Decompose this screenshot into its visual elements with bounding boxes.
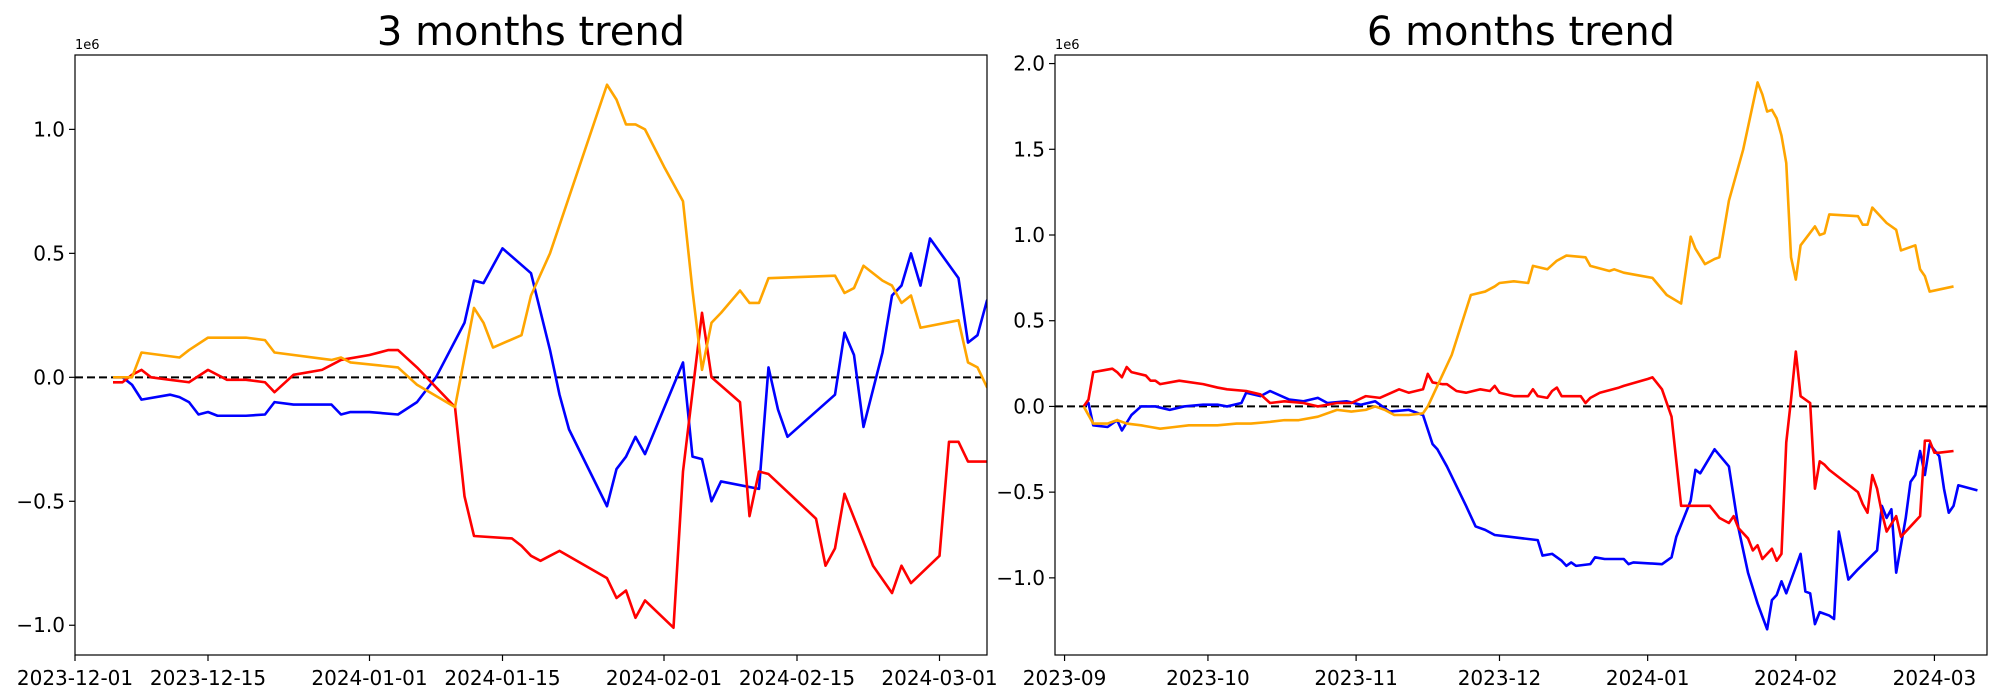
y-tick-label: −1.0 — [996, 566, 1045, 590]
x-tick-label: 2024-01-15 — [444, 666, 560, 690]
chart-title: 6 months trend — [1367, 9, 1675, 55]
y-tick-label: 0.5 — [33, 241, 65, 265]
y-axis-offset-label: 1e6 — [1055, 38, 1080, 53]
y-tick-label: 0.0 — [1013, 394, 1045, 418]
x-tick-label: 2024-01 — [1606, 666, 1690, 690]
y-tick-label: −0.5 — [16, 489, 65, 513]
y-tick-label: −1.0 — [16, 613, 65, 637]
x-tick-label: 2023-12-15 — [150, 666, 266, 690]
x-tick-label: 2024-01-01 — [311, 666, 427, 690]
chart-3-months-trend: 3 months trend 1e6 −1.0 −0.5 0.0 0.5 1.0 2023-1… — [16, 9, 997, 690]
x-tick-label: 2024-02-15 — [739, 666, 855, 690]
x-tick-label: 2024-03-01 — [881, 666, 997, 690]
x-tick-label: 2023-12-01 — [17, 666, 133, 690]
plot-frame — [74, 54, 988, 656]
chart-6-months-trend: 6 months trend 1e6 −1.0 −0.5 0.0 0.5 1.0 1.5 2.0… — [996, 9, 1988, 690]
x-tick-label: 2024-02-01 — [606, 666, 722, 690]
x-tick-label: 2023-10 — [1166, 666, 1250, 690]
x-tick-label: 2023-11 — [1314, 666, 1398, 690]
series-line-1 — [113, 311, 987, 630]
x-tick-label: 2024-02 — [1754, 666, 1838, 690]
plot-frame — [1054, 54, 1988, 656]
y-tick-label: 2.0 — [1013, 52, 1045, 76]
y-tick-label: 1.5 — [1013, 137, 1045, 161]
y-tick-label: 0.5 — [1013, 309, 1045, 333]
y-tick-label: 0.0 — [33, 365, 65, 389]
series-line-0 — [1082, 389, 1978, 631]
x-tick-label: 2024-03 — [1893, 666, 1977, 690]
series-line-1 — [1082, 350, 1954, 563]
y-axis-offset-label: 1e6 — [75, 38, 100, 53]
series-line-2 — [113, 83, 987, 409]
series-line-0 — [113, 237, 987, 508]
y-tick-label: −0.5 — [996, 480, 1045, 504]
y-tick-label: 1.0 — [33, 117, 65, 141]
y-tick-label: 1.0 — [1013, 223, 1045, 247]
x-tick-label: 2023-12 — [1458, 666, 1542, 690]
chart-title: 3 months trend — [377, 9, 685, 55]
x-tick-label: 2023-09 — [1023, 666, 1107, 690]
series-line-2 — [1082, 81, 1954, 431]
